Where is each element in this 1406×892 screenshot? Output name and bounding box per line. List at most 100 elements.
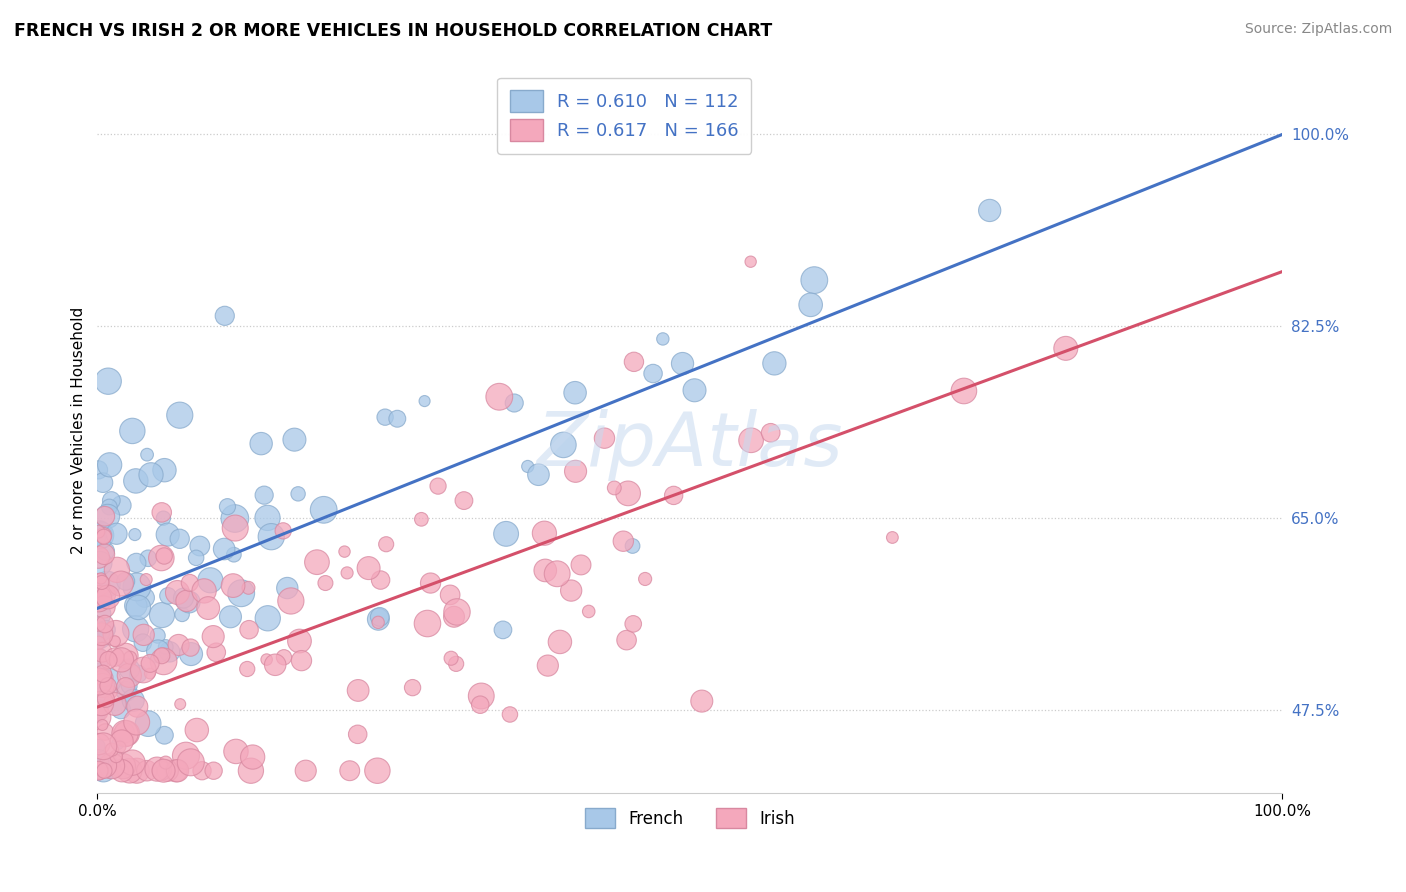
- Point: [159, 645, 181, 659]
- Point: [87, 578, 110, 592]
- Point: [537, 658, 560, 673]
- Point: [94, 617, 117, 632]
- Point: [97, 374, 120, 388]
- Point: [125, 599, 148, 613]
- Point: [112, 725, 135, 739]
- Point: [90, 697, 112, 711]
- Point: [553, 438, 575, 452]
- Point: [367, 612, 389, 626]
- Point: [172, 591, 194, 605]
- Point: [139, 657, 162, 671]
- Point: [533, 526, 555, 541]
- Point: [127, 699, 149, 714]
- Point: [503, 396, 526, 410]
- Point: [800, 298, 823, 312]
- Point: [152, 654, 174, 668]
- Point: [176, 594, 198, 608]
- Point: [153, 549, 176, 563]
- Text: ZipAtlas: ZipAtlas: [537, 409, 844, 481]
- Point: [97, 509, 120, 524]
- Point: [273, 650, 295, 665]
- Point: [155, 756, 177, 770]
- Point: [87, 674, 110, 689]
- Point: [179, 575, 201, 590]
- Point: [197, 601, 219, 615]
- Point: [94, 544, 117, 558]
- Point: [172, 607, 194, 622]
- Point: [416, 616, 439, 631]
- Point: [516, 459, 538, 474]
- Point: [105, 563, 128, 577]
- Point: [146, 629, 169, 643]
- Point: [104, 697, 127, 711]
- Point: [105, 749, 128, 764]
- Point: [87, 524, 110, 539]
- Point: [97, 679, 120, 693]
- Point: [132, 635, 155, 649]
- Point: [641, 367, 664, 381]
- Point: [87, 652, 110, 666]
- Point: [200, 574, 222, 588]
- Point: [87, 526, 110, 541]
- Point: [374, 410, 396, 425]
- Point: [87, 629, 110, 643]
- Point: [89, 737, 111, 751]
- Point: [101, 742, 124, 756]
- Point: [89, 653, 111, 667]
- Point: [87, 631, 110, 645]
- Point: [100, 759, 122, 773]
- Point: [125, 764, 148, 778]
- Point: [495, 526, 517, 541]
- Point: [236, 662, 259, 676]
- Point: [564, 385, 586, 400]
- Point: [224, 511, 246, 525]
- Point: [87, 463, 110, 477]
- Point: [93, 671, 115, 685]
- Point: [193, 583, 215, 598]
- Point: [114, 574, 136, 589]
- Point: [256, 511, 278, 525]
- Point: [87, 704, 110, 718]
- Point: [118, 679, 141, 693]
- Point: [96, 588, 118, 602]
- Point: [94, 623, 117, 637]
- Point: [569, 558, 592, 572]
- Point: [87, 617, 110, 632]
- Point: [314, 576, 336, 591]
- Point: [87, 764, 110, 778]
- Point: [882, 531, 904, 545]
- Point: [94, 691, 117, 706]
- Point: [222, 548, 245, 562]
- Point: [121, 756, 143, 770]
- Point: [150, 764, 173, 778]
- Point: [89, 764, 111, 778]
- Point: [153, 728, 176, 742]
- Point: [89, 528, 111, 542]
- Point: [401, 681, 423, 695]
- Point: [166, 585, 188, 599]
- Point: [98, 458, 121, 472]
- Point: [239, 764, 262, 778]
- Point: [132, 628, 155, 642]
- Point: [759, 425, 782, 440]
- Point: [339, 764, 361, 778]
- Point: [115, 726, 138, 740]
- Point: [87, 709, 110, 723]
- Point: [136, 551, 159, 566]
- Point: [87, 710, 110, 724]
- Point: [290, 654, 312, 668]
- Point: [276, 581, 298, 595]
- Point: [214, 309, 236, 323]
- Point: [114, 648, 136, 663]
- Point: [111, 764, 134, 778]
- Point: [427, 479, 450, 493]
- Point: [260, 530, 283, 544]
- Point: [256, 652, 278, 666]
- Point: [231, 586, 253, 600]
- Y-axis label: 2 or more Vehicles in Household: 2 or more Vehicles in Household: [72, 307, 86, 554]
- Point: [94, 725, 117, 739]
- Point: [122, 693, 145, 707]
- Point: [527, 467, 550, 482]
- Point: [146, 762, 169, 776]
- Point: [256, 611, 278, 625]
